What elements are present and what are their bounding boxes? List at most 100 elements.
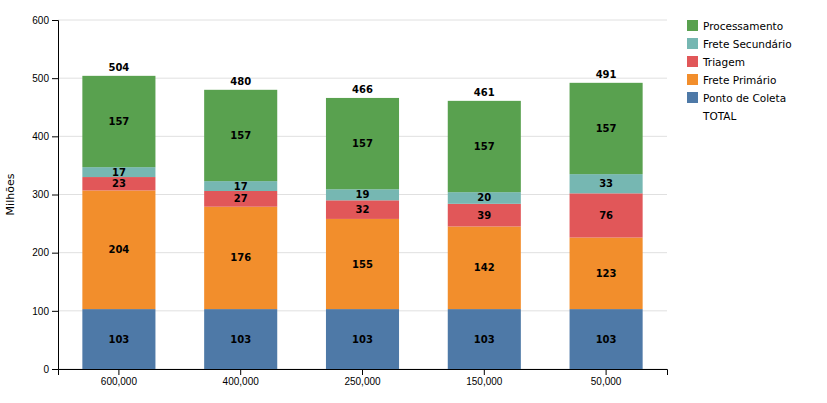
bar xyxy=(204,191,277,207)
data-label: 157 xyxy=(352,138,373,149)
bar-series xyxy=(82,190,642,309)
data-label: 176 xyxy=(230,252,251,263)
y-tick-label: 500 xyxy=(32,73,49,84)
y-tick-label: 200 xyxy=(32,247,49,258)
data-label: 27 xyxy=(234,193,248,204)
bar xyxy=(204,207,277,309)
y-tick: 200 xyxy=(32,247,58,258)
bars xyxy=(82,76,642,369)
bar xyxy=(448,204,521,227)
x-tick-mark xyxy=(118,369,119,375)
bar-series xyxy=(82,309,642,369)
bar xyxy=(204,181,277,191)
x-tick: 400,000 xyxy=(223,369,260,387)
data-label: 17 xyxy=(234,181,248,192)
data-label: 157 xyxy=(474,141,495,152)
bar xyxy=(570,309,643,369)
plot: 1031031031031032041761551421232327323976… xyxy=(4,15,668,387)
data-label: 157 xyxy=(230,130,251,141)
data-label: 103 xyxy=(596,334,617,345)
y-axis-line xyxy=(52,21,59,370)
total-label: 491 xyxy=(596,69,617,80)
total-label: 461 xyxy=(474,87,495,98)
y-tick-mark xyxy=(52,78,58,79)
legend-label: Ponto de Coleta xyxy=(703,92,786,104)
data-labels: 1031031031031032041761551421232327323976… xyxy=(108,116,616,345)
bar xyxy=(570,238,643,310)
bar xyxy=(82,76,155,167)
data-label: 204 xyxy=(108,244,129,255)
bar xyxy=(82,167,155,177)
y-axis-title: Milhões xyxy=(4,173,17,215)
data-label: 39 xyxy=(477,210,491,221)
x-tick-label: 50,000 xyxy=(591,376,622,387)
x-tick: 600,000 xyxy=(101,369,138,387)
legend-swatch xyxy=(687,92,698,103)
y-tick-mark xyxy=(52,136,58,137)
x-tick: 250,000 xyxy=(344,369,381,387)
x-tick-mark xyxy=(484,369,485,375)
bar xyxy=(204,309,277,369)
legend-label: Frete Secundário xyxy=(703,38,792,50)
legend-swatch xyxy=(687,110,698,121)
bar xyxy=(82,177,155,190)
x-axis-line xyxy=(59,370,668,376)
grid-line xyxy=(58,20,667,21)
legend-swatch xyxy=(687,20,698,31)
x-tick: 50,000 xyxy=(591,369,622,387)
legend-item: Triagem xyxy=(687,56,745,68)
data-label: 155 xyxy=(352,259,373,270)
total-label: 480 xyxy=(230,76,251,87)
data-label: 32 xyxy=(356,204,370,215)
y-tick: 0 xyxy=(43,364,58,375)
y-tick-label: 400 xyxy=(32,131,49,142)
total-label: 466 xyxy=(352,84,373,95)
bar xyxy=(326,189,399,200)
data-label: 17 xyxy=(112,167,126,178)
y-tick: 400 xyxy=(32,131,58,142)
legend-item: Frete Secundário xyxy=(687,38,792,50)
y-tick-label: 100 xyxy=(32,306,49,317)
total-label: 504 xyxy=(108,62,129,73)
legend: Processamento Frete Secundário Triagem Fret… xyxy=(687,20,792,122)
legend-item: TOTAL xyxy=(687,110,736,122)
legend-item: Processamento xyxy=(687,20,783,32)
x-axis: 600,000 400,000 250,000 150,000 50,000 xyxy=(59,369,668,387)
bar-series xyxy=(82,76,642,192)
x-tick-mark xyxy=(240,369,241,375)
legend-label: Processamento xyxy=(703,20,783,32)
data-label: 103 xyxy=(474,334,495,345)
bar xyxy=(448,309,521,369)
x-tick-label: 600,000 xyxy=(101,376,138,387)
legend-item: Frete Primário xyxy=(687,74,776,86)
x-tick-label: 250,000 xyxy=(344,376,381,387)
y-tick-label: 600 xyxy=(32,15,49,26)
data-label: 23 xyxy=(112,178,126,189)
bar xyxy=(204,90,277,181)
y-tick-mark xyxy=(52,20,58,21)
bar xyxy=(448,192,521,204)
y-axis: 0 100 200 300 400 500 600 xyxy=(32,15,58,375)
bar xyxy=(326,219,399,309)
data-label: 103 xyxy=(108,334,129,345)
x-tick: 150,000 xyxy=(466,369,503,387)
data-label: 103 xyxy=(230,334,251,345)
legend-label: TOTAL xyxy=(702,110,736,122)
legend-label: Triagem xyxy=(702,56,745,68)
bar xyxy=(82,190,155,309)
data-label: 33 xyxy=(599,178,613,189)
legend-swatch xyxy=(687,56,698,67)
y-tick: 300 xyxy=(32,189,58,200)
y-tick-mark xyxy=(52,195,58,196)
chart: 1031031031031032041761551421232327323976… xyxy=(0,0,827,403)
grid xyxy=(58,20,667,369)
data-label: 123 xyxy=(596,268,617,279)
data-label: 20 xyxy=(477,192,491,203)
x-tick-label: 150,000 xyxy=(466,376,503,387)
bar xyxy=(326,309,399,369)
data-label: 157 xyxy=(596,123,617,134)
bar xyxy=(326,98,399,189)
bar xyxy=(570,193,643,237)
bar xyxy=(326,200,399,219)
x-tick-label: 400,000 xyxy=(223,376,260,387)
